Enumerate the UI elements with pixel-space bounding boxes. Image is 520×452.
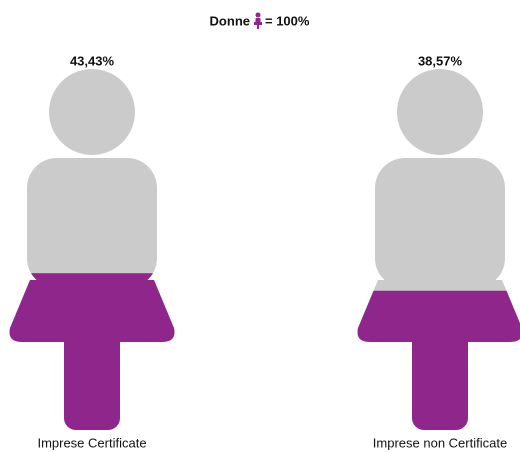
legend-label: = 100% [265, 13, 310, 28]
figure [9, 69, 175, 430]
figure [357, 69, 520, 430]
category-label: Imprese non Certificate [373, 435, 507, 450]
category-label: Imprese Certificate [37, 435, 146, 450]
figure-fill [9, 273, 175, 430]
legend-icon [254, 12, 262, 29]
chart-title: Donne [210, 13, 250, 28]
value-label: 38,57% [418, 53, 463, 68]
value-label: 43,43% [70, 53, 115, 68]
figure-fill [357, 290, 520, 430]
